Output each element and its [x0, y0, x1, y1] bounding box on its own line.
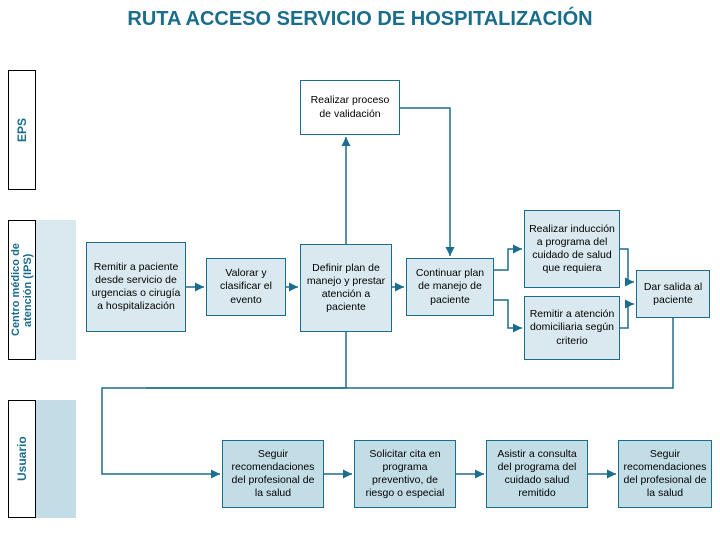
lane-label-user: Usuario: [12, 400, 32, 518]
node-ips-valorar: Valorar y clasificar el evento: [206, 258, 286, 316]
node-ips-definir-plan: Definir plan de manejo y prestar atenció…: [300, 244, 392, 332]
lane-label-ips: Centro médico de atención (IPS): [12, 220, 32, 360]
lane-fill-user: [36, 400, 76, 518]
lane-fill-ips: [36, 220, 76, 360]
node-ips-salida: Dar salida al paciente: [636, 270, 710, 318]
node-ips-domiciliaria: Remitir a atención domiciliaria según cr…: [524, 296, 620, 360]
node-user-solicitar-cita: Solicitar cita en programa preventivo, d…: [354, 440, 456, 508]
node-eps-validacion: Realizar proceso de validación: [300, 80, 400, 135]
node-ips-continuar: Continuar plan de manejo de paciente: [406, 258, 494, 316]
node-ips-induccion: Realizar inducción a programa del cuidad…: [524, 210, 620, 288]
node-user-recomendaciones-1: Seguir recomendaciones del profesional d…: [222, 440, 324, 508]
lane-label-eps: EPS: [12, 70, 32, 190]
node-ips-remitir: Remitir a paciente desde servicio de urg…: [86, 242, 186, 332]
lane-fill-eps: [36, 70, 76, 190]
node-user-asistir: Asistir a consulta del programa del cuid…: [486, 440, 588, 508]
page-title: RUTA ACCESO SERVICIO DE HOSPITALIZACIÓN: [0, 8, 720, 31]
node-user-recomendaciones-2: Seguir recomendaciones del profesional d…: [618, 440, 712, 508]
